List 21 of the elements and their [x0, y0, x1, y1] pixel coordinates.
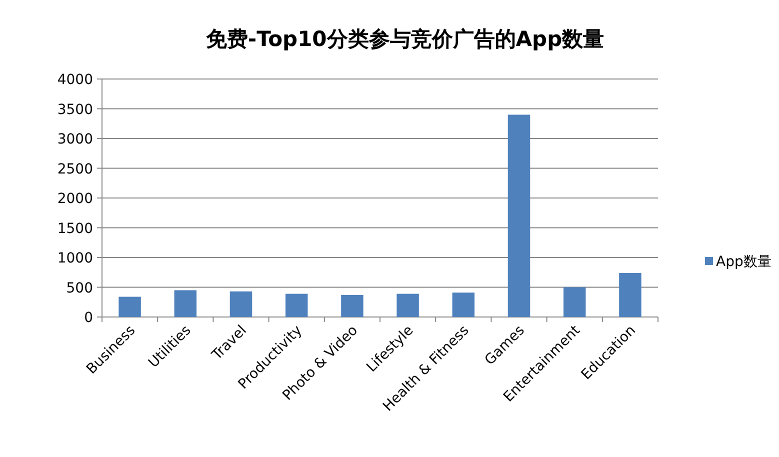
- bar: [508, 114, 530, 317]
- bar: [563, 287, 586, 317]
- bar: [230, 291, 252, 317]
- y-tick-label: 0: [84, 310, 93, 326]
- bar: [118, 296, 141, 317]
- y-tick-label: 1000: [57, 250, 93, 266]
- y-tick-label: 1500: [57, 220, 93, 237]
- y-tick-label: 500: [66, 280, 93, 296]
- y-tick-label: 4000: [57, 72, 93, 88]
- bar: [285, 294, 308, 317]
- legend-label: App数量: [716, 254, 772, 270]
- chart-title: 免费-Top10分类参与竞价广告的App数量: [204, 27, 604, 51]
- bar: [174, 290, 197, 317]
- y-tick-label: 2000: [57, 191, 93, 207]
- bar: [452, 292, 475, 317]
- bar: [341, 294, 364, 317]
- y-tick-label: 2500: [57, 161, 93, 178]
- y-tick-label: 3000: [57, 132, 93, 148]
- y-tick-label: 3500: [57, 102, 93, 118]
- bar: [396, 294, 419, 317]
- bar: [619, 272, 642, 317]
